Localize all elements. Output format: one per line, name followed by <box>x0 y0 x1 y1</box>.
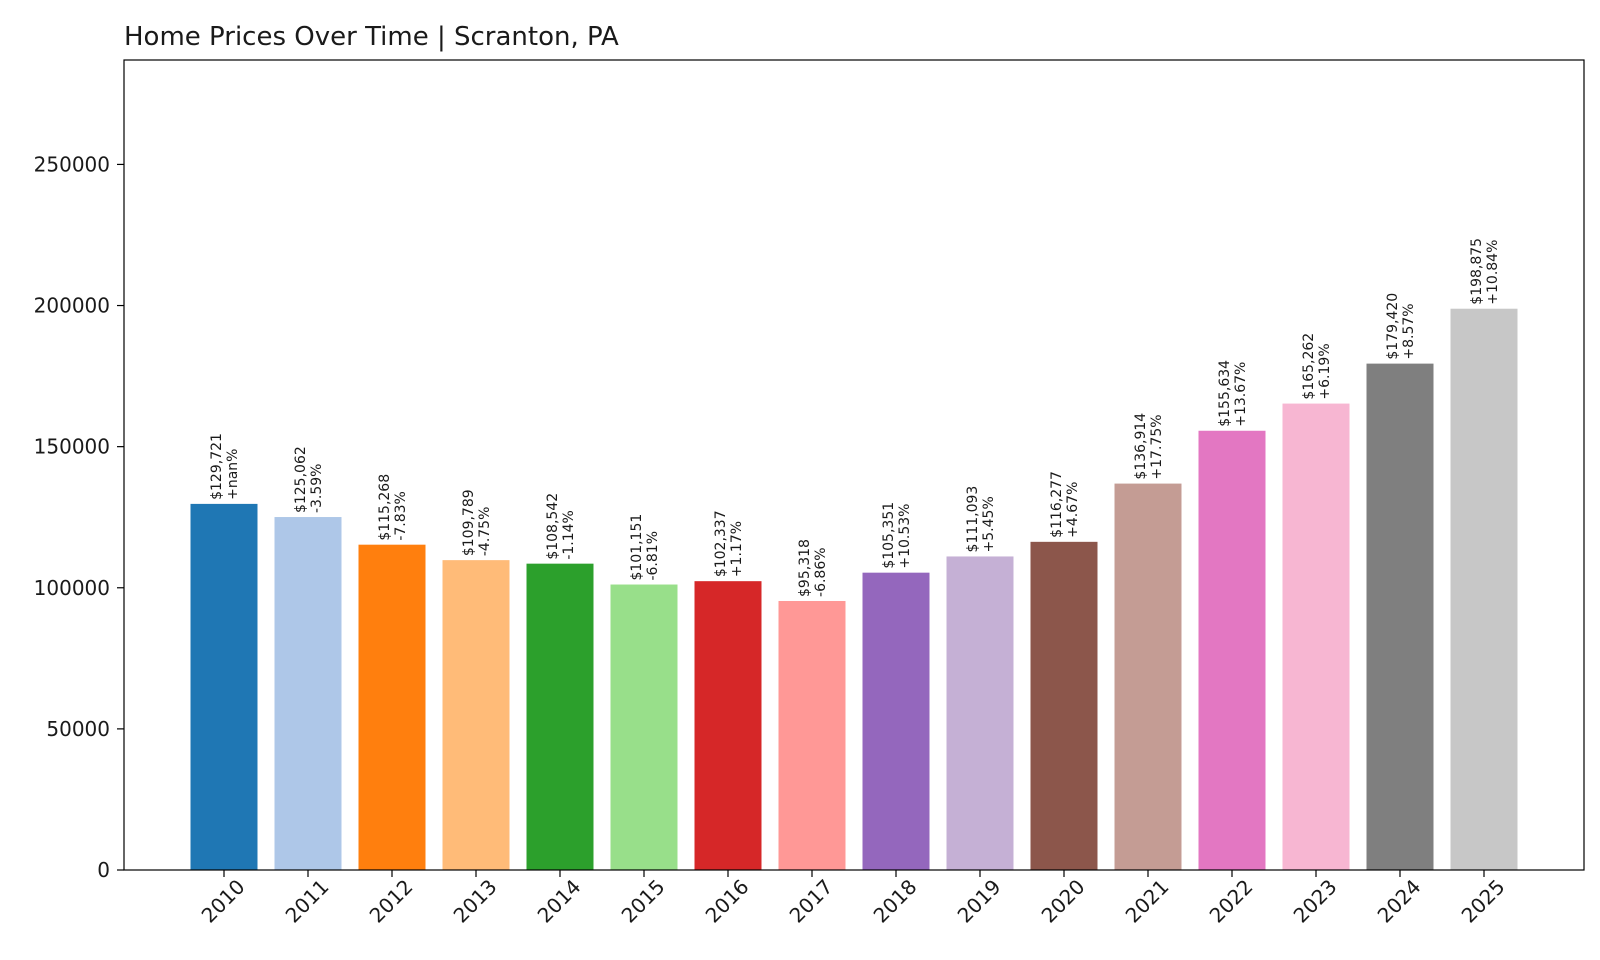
y-axis: 0 50000 100000 150000 200000 250000 <box>34 152 124 882</box>
bar-2015 <box>610 584 678 870</box>
y-tick-label: 0 <box>97 858 110 882</box>
bar-2013 <box>442 560 510 870</box>
bar-label-group: $111,093 +5.45% <box>965 486 997 553</box>
bar-change-label: -4.75% <box>477 507 493 557</box>
y-tick-label: 200000 <box>34 294 110 318</box>
bar-label-group: $155,634 +13.67% <box>1217 360 1249 427</box>
bar-change-label: -6.86% <box>813 547 829 597</box>
bar-2022 <box>1198 430 1266 870</box>
bar-change-label: -3.59% <box>309 464 325 514</box>
y-tick-label: 100000 <box>34 576 110 600</box>
bar-label-group: $129,721 +nan% <box>209 433 241 500</box>
bar-value-label: $105,351 <box>881 502 897 569</box>
bar-change-label: -6.81% <box>645 531 661 581</box>
x-tick-label: 2013 <box>449 875 502 928</box>
x-tick-label: 2019 <box>953 875 1006 928</box>
x-tick-label: 2021 <box>1121 875 1174 928</box>
bar-2020 <box>1030 541 1098 870</box>
x-tick-label: 2010 <box>197 875 250 928</box>
x-tick-label: 2020 <box>1037 875 1090 928</box>
bar-value-label: $116,277 <box>1049 471 1065 538</box>
bar-2019 <box>946 556 1014 870</box>
chart-title: Home Prices Over Time | Scranton, PA <box>124 22 619 52</box>
bar-change-label: +5.45% <box>981 496 997 552</box>
bar-2021 <box>1114 483 1182 870</box>
bar-label-group: $179,420 +8.57% <box>1385 293 1417 360</box>
bar-label-group: $115,268 -7.83% <box>377 474 409 541</box>
bar-change-label: +10.53% <box>897 504 913 569</box>
bar-change-label: -1.14% <box>561 510 577 560</box>
bar-2025 <box>1450 308 1518 870</box>
bar-label-group: $101,151 -6.81% <box>629 514 661 581</box>
bar-value-label: $115,268 <box>377 474 393 541</box>
bar-2018 <box>862 572 930 870</box>
x-tick-label: 2024 <box>1373 875 1426 928</box>
bar-value-label: $179,420 <box>1385 293 1401 360</box>
bar-2011 <box>274 517 342 870</box>
bar-value-label: $165,262 <box>1301 333 1317 400</box>
bar-change-label: +1.17% <box>729 521 745 577</box>
x-tick-label: 2014 <box>533 875 586 928</box>
x-tick-label: 2025 <box>1457 875 1510 928</box>
bar-value-label: $108,542 <box>545 493 561 560</box>
bar-2012 <box>358 544 426 870</box>
bar-change-label: +13.67% <box>1233 362 1249 427</box>
bar-value-label: $109,789 <box>461 489 477 556</box>
y-tick-label: 250000 <box>34 152 110 176</box>
bar-labels-layer: $129,721 +nan% $125,062 -3.59% $115,268 -7.83… <box>209 238 1501 597</box>
bar-label-group: $125,062 -3.59% <box>293 446 325 513</box>
plot-frame <box>123 59 1585 871</box>
bar-label-group: $108,542 -1.14% <box>545 493 577 560</box>
y-tick-label: 50000 <box>46 717 110 741</box>
bar-2010 <box>190 503 258 870</box>
bar-2024 <box>1366 363 1434 870</box>
bar-value-label: $101,151 <box>629 514 645 581</box>
bar-label-group: $95,318 -6.86% <box>797 539 829 597</box>
bar-value-label: $136,914 <box>1133 413 1149 480</box>
bar-change-label: +6.19% <box>1317 343 1333 399</box>
bar-value-label: $129,721 <box>209 433 225 500</box>
x-axis: 2010 2011 2012 2013 2014 2015 2016 2017 2018 2019… <box>197 870 1510 928</box>
bar-change-label: +10.84% <box>1485 240 1501 305</box>
bar-value-label: $125,062 <box>293 446 309 513</box>
bar-value-label: $111,093 <box>965 486 981 553</box>
bar-value-label: $95,318 <box>797 539 813 597</box>
bar-2016 <box>694 581 762 870</box>
x-tick-label: 2011 <box>281 875 334 928</box>
bars-layer <box>190 308 1518 870</box>
bar-2017 <box>778 600 846 870</box>
bar-label-group: $102,337 +1.17% <box>713 510 745 577</box>
bar-label-group: $105,351 +10.53% <box>881 502 913 569</box>
bar-change-label: +nan% <box>225 449 241 500</box>
x-tick-label: 2012 <box>365 875 418 928</box>
bar-change-label: +8.57% <box>1401 303 1417 359</box>
bar-2023 <box>1282 403 1350 870</box>
bar-2014 <box>526 563 594 870</box>
bar-value-label: $198,875 <box>1469 238 1485 305</box>
x-tick-label: 2023 <box>1289 875 1342 928</box>
bar-label-group: $165,262 +6.19% <box>1301 333 1333 400</box>
bar-value-label: $102,337 <box>713 510 729 577</box>
bar-label-group: $198,875 +10.84% <box>1469 238 1501 305</box>
x-tick-label: 2016 <box>701 875 754 928</box>
bar-change-label: +4.67% <box>1065 482 1081 538</box>
bar-label-group: $116,277 +4.67% <box>1049 471 1081 538</box>
x-tick-label: 2018 <box>869 875 922 928</box>
bar-change-label: -7.83% <box>393 491 409 541</box>
x-tick-label: 2015 <box>617 875 670 928</box>
bar-label-group: $109,789 -4.75% <box>461 489 493 556</box>
y-tick-label: 150000 <box>34 435 110 459</box>
bar-value-label: $155,634 <box>1217 360 1233 427</box>
x-tick-label: 2022 <box>1205 875 1258 928</box>
x-tick-label: 2017 <box>785 875 838 928</box>
bar-label-group: $136,914 +17.75% <box>1133 413 1165 480</box>
bar-change-label: +17.75% <box>1149 414 1165 479</box>
